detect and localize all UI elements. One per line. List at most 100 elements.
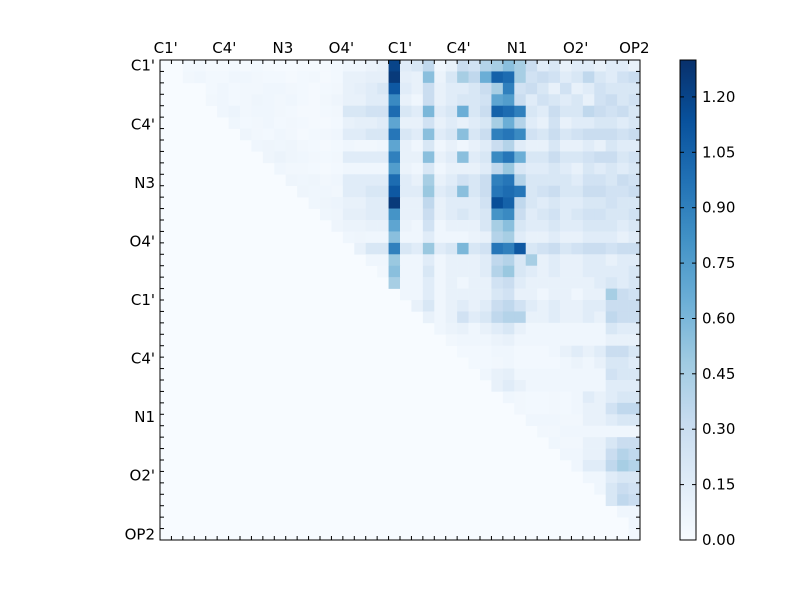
heatmap-cell [525,277,538,289]
heatmap-cell [594,117,607,129]
heatmap-cell [548,140,561,152]
heatmap-cell [491,71,504,84]
heatmap-cell [548,288,561,301]
heatmap-cell [411,71,424,84]
heatmap-cell [537,345,549,358]
heatmap-cell [422,185,435,198]
heatmap-cell [537,380,549,392]
heatmap-cell [388,94,401,107]
heatmap-cell [491,185,504,198]
heatmap-cell [560,277,572,289]
heatmap-cell [582,60,595,72]
heatmap-cell [445,82,458,95]
heatmap-cell [571,151,584,164]
heatmap-cell [617,311,629,324]
heatmap-cell [491,105,504,118]
heatmap-cell [594,334,607,347]
heatmap-cell [628,391,641,404]
heatmap-cell [571,174,584,187]
heatmap-cell [514,185,527,198]
heatmap-cell [480,94,492,107]
heatmap-cell [548,185,561,198]
heatmap-cell [594,128,607,141]
heatmap-cell [628,231,641,244]
heatmap-cell [582,448,595,461]
heatmap-cell [457,277,469,289]
heatmap-cell [377,162,389,175]
heatmap-cell [514,174,527,187]
heatmap-cell [582,300,595,312]
heatmap-cell [571,460,584,472]
heatmap-cell [445,60,458,72]
heatmap-cell [525,265,538,278]
heatmap-cell [560,414,572,427]
heatmap-cell [434,220,447,232]
heatmap-cell [228,60,241,72]
heatmap-cell [320,71,332,84]
heatmap-cell [514,71,527,84]
heatmap-cell [331,128,344,141]
heatmap-cell [445,105,458,118]
heatmap-cell [537,277,549,289]
heatmap-cell [468,345,481,358]
heatmap-cell [457,94,469,107]
heatmap-cell [537,254,549,267]
heatmap-cell [445,277,458,289]
heatmap-cell [297,71,309,84]
heatmap-cell [548,231,561,244]
heatmap-cell [388,117,401,129]
heatmap-cell [445,94,458,107]
heatmap-cell [445,197,458,209]
heatmap-cell [628,277,641,289]
heatmap-cell [457,288,469,301]
heatmap-cell [594,60,607,72]
heatmap-cell [548,94,561,107]
heatmap-cell [285,71,298,84]
heatmap-cell [491,300,504,312]
heatmap-cell [491,231,504,244]
heatmap-cell [571,185,584,198]
heatmap-cell [617,505,629,518]
heatmap-cell [251,128,264,141]
heatmap-cell [502,265,515,278]
heatmap-cell [480,322,492,335]
heatmap-cell [468,334,481,347]
colorbar-gradient [679,59,697,541]
heatmap-cell [502,82,515,95]
heatmap-cell [628,414,641,427]
heatmap-cell [628,311,641,324]
heatmap-cell [605,265,618,278]
heatmap-cell [571,380,584,392]
heatmap-cell [560,94,572,107]
heatmap-cell [274,71,287,84]
heatmap-cell [491,140,504,152]
heatmap-cell [251,60,264,72]
heatmap-cell [525,414,538,427]
heatmap-cell [537,242,549,255]
heatmap-cell [434,174,447,187]
heatmap-cell [594,345,607,358]
heatmap-cell [308,140,321,152]
heatmap-cell [617,277,629,289]
heatmap-cell [251,82,264,95]
heatmap-cell [560,334,572,347]
heatmap-cell [605,357,618,369]
y-tick-label: C4' [131,115,155,133]
heatmap-cell [594,174,607,187]
heatmap-cell [422,265,435,278]
heatmap-cell [365,197,378,209]
heatmap-cell [354,71,367,84]
heatmap-cell [628,265,641,278]
heatmap-cell [617,460,629,472]
heatmap-cell [400,242,412,255]
heatmap-cell [571,357,584,369]
heatmap-cell [434,265,447,278]
heatmap-cell [480,368,492,381]
heatmap-cell [297,94,309,107]
heatmap-cell [388,82,401,95]
heatmap-cell [240,82,252,95]
heatmap-cell [297,60,309,72]
heatmap-cell [537,71,549,84]
heatmap-cell [571,414,584,427]
heatmap-cell [445,242,458,255]
